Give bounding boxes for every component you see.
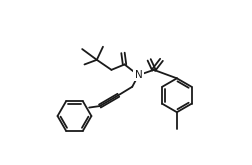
Text: N: N — [135, 70, 142, 80]
